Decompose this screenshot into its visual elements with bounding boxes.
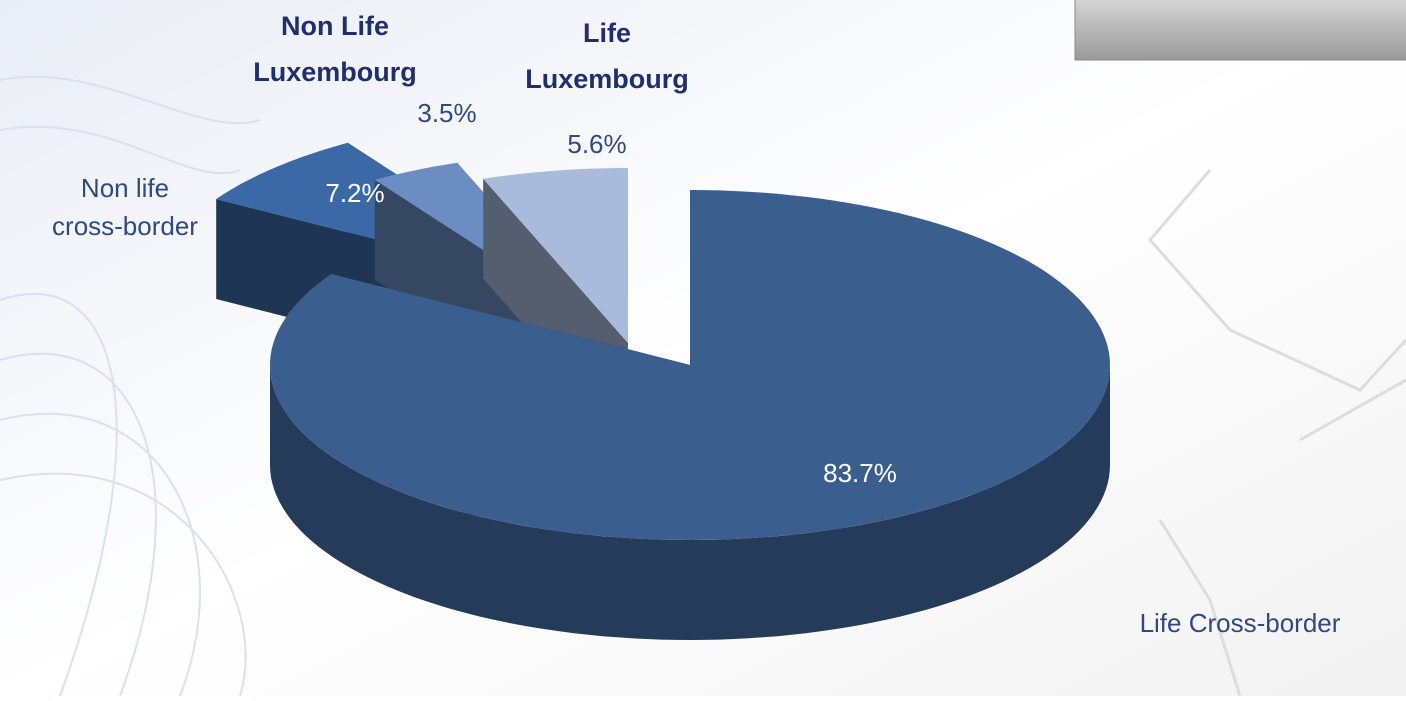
value-label: 7.2% bbox=[325, 178, 384, 208]
value-label: 5.6% bbox=[567, 129, 626, 159]
pie-slice bbox=[270, 190, 1110, 640]
label-line: Non Life bbox=[281, 11, 389, 41]
label-line: Luxembourg bbox=[253, 57, 417, 87]
value-label: 83.7% bbox=[823, 458, 897, 488]
slice-top bbox=[483, 168, 628, 343]
label-line: Non life bbox=[81, 173, 169, 203]
label-line: cross-border bbox=[52, 211, 198, 241]
label-line: Life bbox=[583, 18, 631, 48]
header-box bbox=[1074, 0, 1406, 61]
category-label: Non Life Luxembourg bbox=[253, 11, 417, 87]
background-waves bbox=[0, 75, 261, 697]
label-line: Luxembourg bbox=[525, 64, 689, 94]
category-label: Life Luxembourg bbox=[525, 18, 689, 94]
category-label: Non life cross-border bbox=[52, 173, 198, 241]
background-shape bbox=[1148, 169, 1406, 697]
slice-top bbox=[270, 190, 1110, 540]
category-label: Life Cross-border bbox=[1140, 608, 1341, 638]
value-label: 3.5% bbox=[417, 98, 476, 128]
slice-side bbox=[270, 365, 1110, 640]
